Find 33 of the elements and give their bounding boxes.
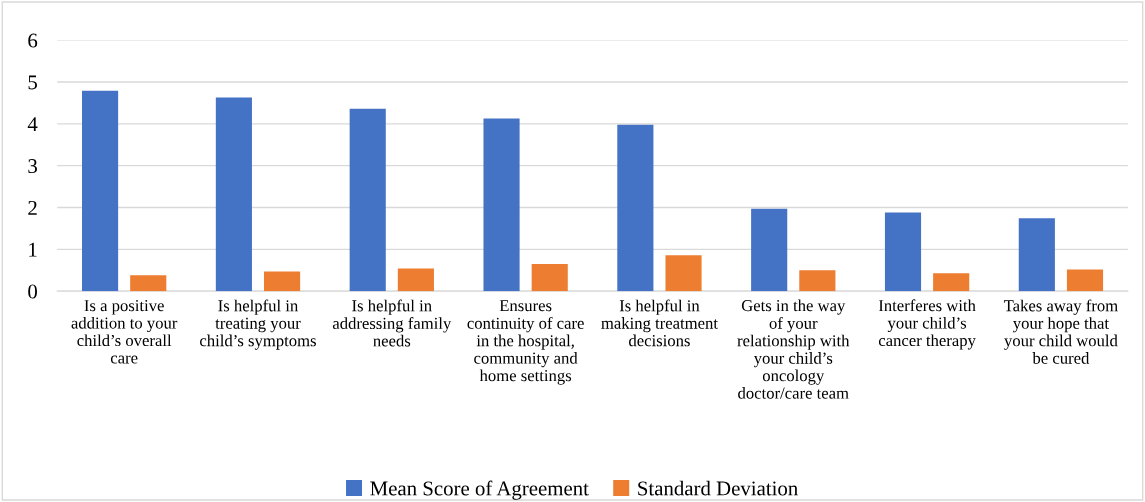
bar [483,118,520,292]
bar [349,108,386,292]
x-tick-label: Is helpful in making treatment decisions [601,299,718,347]
y-tick-label: 0 [28,284,38,299]
bar [665,255,702,292]
x-tick-label: Interferes with your child’s cancer therapy [878,299,976,350]
y-tick-label: 3 [28,159,37,174]
bar [531,263,568,292]
x-tick-label: Ensures continuity of care in the hospital, community and home settings [467,300,584,385]
bar [264,271,301,292]
bar [884,212,922,292]
x-tick-label: Takes away from your hope that your child would be cured [1003,299,1118,364]
y-tick-label: 5 [28,75,37,90]
x-tick-label: Is helpful in addressing family needs [332,299,452,347]
x-tick-label: Is a positive addition to your child’s overall care [71,300,178,364]
bar [82,90,119,292]
y-tick-label: 1 [29,242,37,257]
bar [933,273,970,292]
y-tick-label: 6 [28,33,38,48]
bar [751,208,788,292]
x-tick-label: Gets in the way of your relationship with your child’s oncology doctor/care team [737,299,850,399]
bar [1066,269,1104,292]
bar [617,124,654,292]
bar [130,275,167,292]
bar [1018,218,1055,292]
legend-label: Standard Deviation [638,480,798,496]
legend-label: Mean Score of Agreement [370,480,589,500]
bar [397,268,434,292]
y-tick-label: 4 [27,117,38,132]
y-tick-label: 2 [28,200,37,215]
bar [215,97,252,292]
bar [799,270,836,292]
x-tick-label: Is helpful in treating your child’s symptoms [200,299,316,350]
